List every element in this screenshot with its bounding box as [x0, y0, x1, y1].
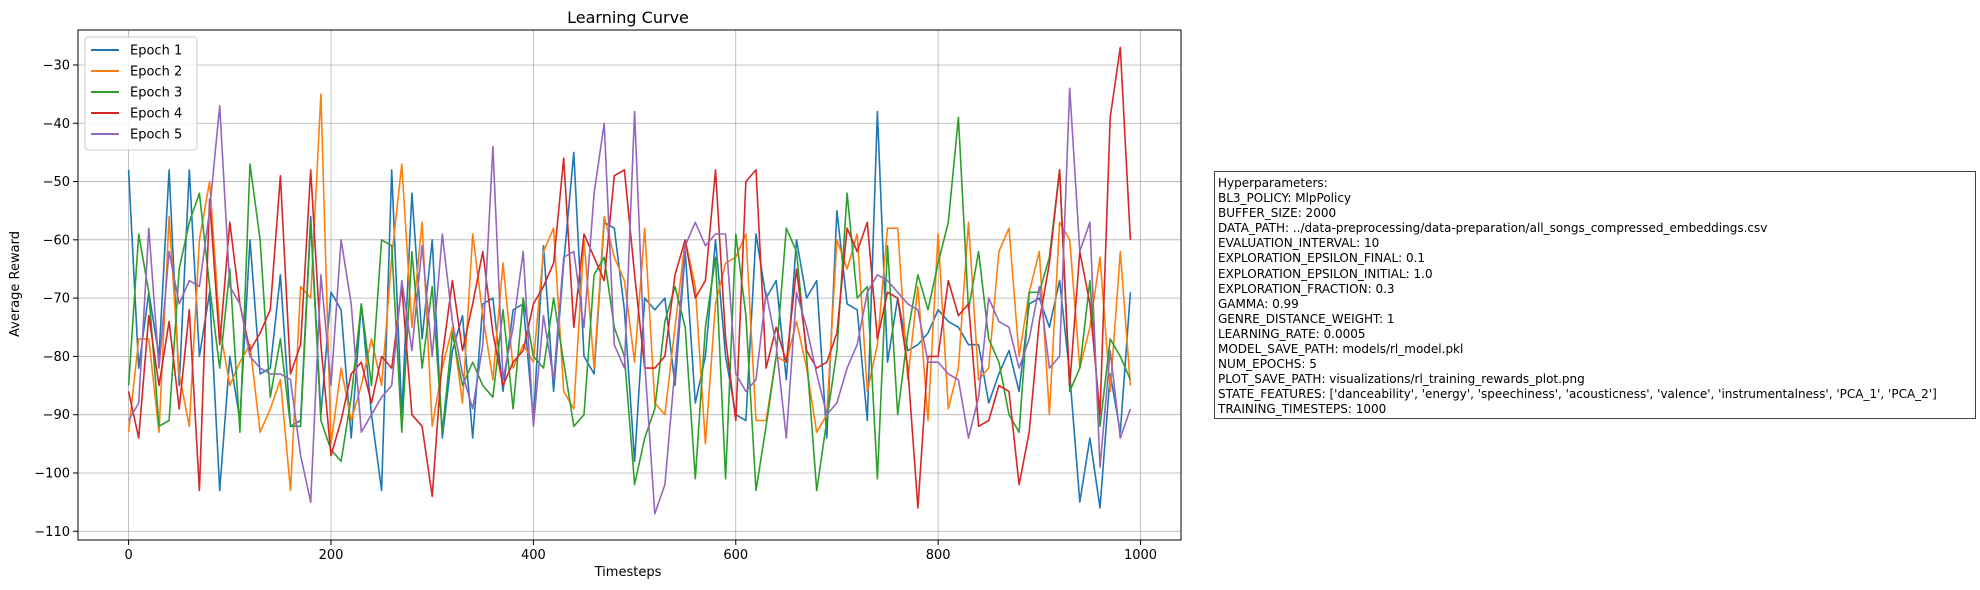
hyperparameter-line: STATE_FEATURES: ['danceability', 'energy…	[1218, 387, 1937, 402]
y-tick-label: −80	[43, 350, 70, 365]
x-tick-label: 200	[319, 548, 344, 563]
series-line-epoch-1	[127, 110, 1132, 509]
series-line-epoch-2	[127, 93, 1132, 492]
x-tick-label: 800	[926, 548, 951, 563]
axis-ticks: 0 200 400 600 800 1000 −110 −100 −90 −80 −70 −60 −50…	[34, 58, 1157, 563]
x-tick-label: 0	[124, 548, 132, 563]
hyperparameter-line: DATA_PATH: ../data-preprocessing/data-pr…	[1218, 221, 1768, 236]
hyperparameter-line: TRAINING_TIMESTEPS: 1000	[1218, 402, 1387, 417]
y-axis-label: Average Reward	[8, 231, 23, 337]
hyperparameter-line: PLOT_SAVE_PATH: visualizations/rl_traini…	[1218, 372, 1585, 387]
y-tick-label: −50	[43, 175, 70, 190]
hyperparameter-line: NUM_EPOCHS: 5	[1218, 357, 1317, 372]
hyperparameter-line: MODEL_SAVE_PATH: models/rl_model.pkl	[1218, 342, 1464, 357]
hyperparameter-line: GENRE_DISTANCE_WEIGHT: 1	[1218, 311, 1395, 326]
legend-label: Epoch 1	[130, 44, 182, 59]
legend-label: Epoch 4	[130, 107, 182, 122]
x-tick-label: 600	[723, 548, 748, 563]
hyperparameter-line: GAMMA: 0.99	[1218, 296, 1299, 311]
hyperparameter-line: BUFFER_SIZE: 2000	[1218, 206, 1337, 221]
plot-frame	[77, 29, 1182, 541]
x-axis-label: Timesteps	[594, 565, 662, 580]
series-line-epoch-5	[127, 87, 1132, 515]
y-tick-label: −40	[43, 117, 70, 132]
hyperparameter-line: BL3_POLICY: MlpPolicy	[1218, 191, 1352, 206]
y-tick-label: −90	[43, 408, 70, 423]
learning-curve-chart: 0 200 400 600 800 1000 −110 −100 −90 −80 −70 −60 −50…	[8, 8, 1182, 580]
y-tick-label: −60	[43, 233, 70, 248]
series-line-epoch-3	[127, 116, 1132, 492]
grid	[78, 30, 1181, 540]
hyperparameter-line: EVALUATION_INTERVAL: 10	[1218, 236, 1380, 251]
hyperparameters-box: Hyperparameters: BL3_POLICY: MlpPolicy B…	[1214, 171, 1976, 419]
chart-title: Learning Curve	[567, 8, 689, 27]
hyperparameter-line: Hyperparameters:	[1218, 176, 1328, 190]
y-tick-label: −30	[43, 58, 70, 73]
y-tick-label: −110	[34, 525, 70, 540]
y-tick-label: −100	[34, 466, 70, 481]
hyperparameter-line: EXPLORATION_EPSILON_INITIAL: 1.0	[1218, 266, 1433, 281]
legend: Epoch 1 Epoch 2 Epoch 3 Epoch 4 Epoch 5	[84, 36, 198, 151]
series-line-epoch-4	[127, 46, 1132, 509]
hyperparameter-line: EXPLORATION_EPSILON_FINAL: 0.1	[1218, 251, 1426, 266]
legend-label: Epoch 5	[130, 128, 182, 143]
hyperparameter-line: EXPLORATION_FRACTION: 0.3	[1218, 281, 1395, 296]
legend-box	[84, 36, 198, 151]
x-tick-label: 400	[521, 548, 546, 563]
hyperparameter-line: LEARNING_RATE: 0.0005	[1218, 326, 1366, 341]
series-lines	[127, 46, 1132, 515]
y-tick-label: −70	[43, 292, 70, 307]
x-tick-label: 1000	[1124, 548, 1157, 563]
legend-label: Epoch 3	[130, 86, 182, 101]
legend-label: Epoch 2	[130, 65, 182, 80]
